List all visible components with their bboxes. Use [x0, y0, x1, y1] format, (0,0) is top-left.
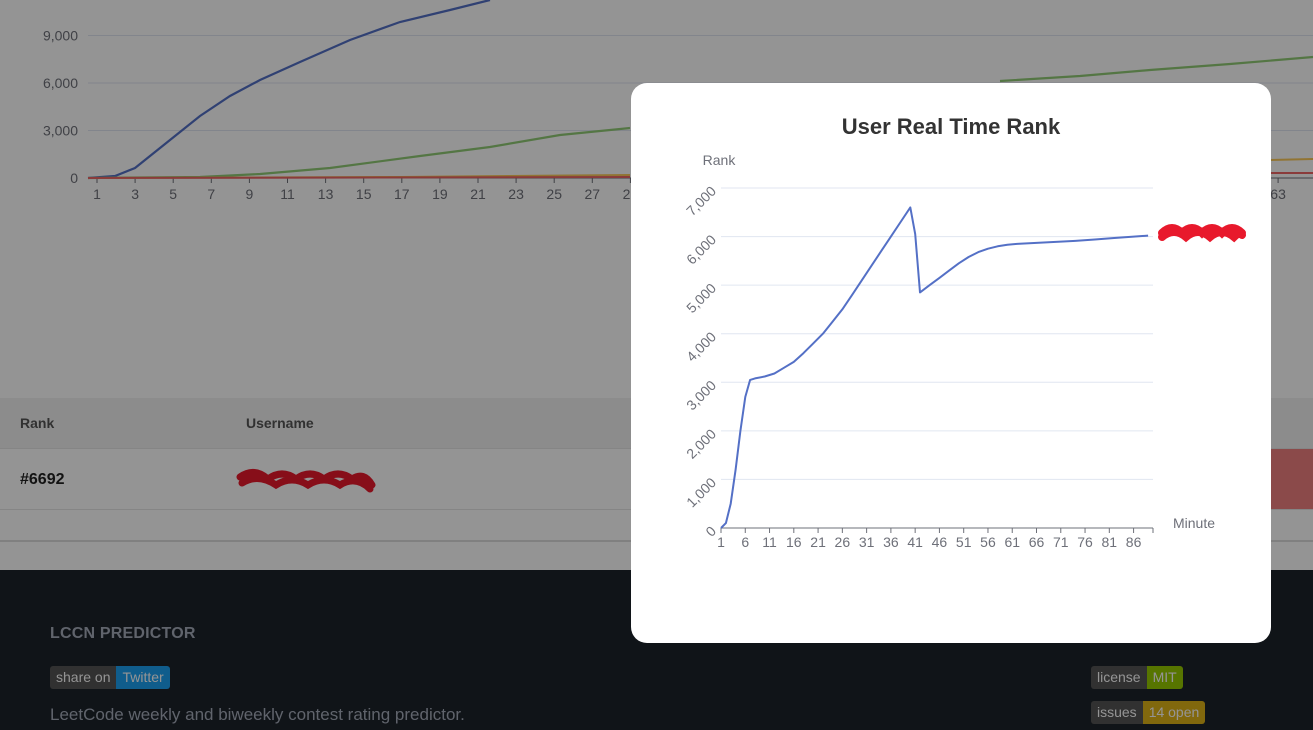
bg-x-tick-label: 9: [246, 186, 254, 202]
share-badge-value: Twitter: [116, 666, 170, 689]
y-axis-label: Rank: [703, 152, 737, 168]
license-badge-label: license: [1091, 666, 1147, 689]
x-tick-label: 51: [956, 534, 972, 550]
y-tick-label: 4,000: [683, 328, 719, 364]
x-tick-label: 36: [883, 534, 899, 550]
bg-x-tick-label: 27: [585, 186, 601, 202]
x-tick-label: 1: [717, 534, 725, 550]
rank-series-line: [720, 206, 1149, 529]
bg-x-tick-label: 63: [1270, 186, 1286, 202]
y-tick-label: 5,000: [683, 280, 719, 316]
x-tick-label: 31: [859, 534, 875, 550]
bg-x-tick-label: 7: [207, 186, 215, 202]
row-rank: #6692: [20, 471, 65, 488]
issues-badge-value: 14 open: [1142, 701, 1206, 724]
bg-y-tick-label: 0: [70, 170, 78, 186]
footer-description: LeetCode weekly and biweekly contest rat…: [50, 705, 465, 724]
bg-x-tick-label: 17: [394, 186, 410, 202]
x-tick-label: 81: [1102, 534, 1118, 550]
bg-x-tick-label: 23: [508, 186, 524, 202]
header-rank: Rank: [20, 415, 55, 431]
x-tick-label: 46: [932, 534, 948, 550]
x-tick-label: 86: [1126, 534, 1142, 550]
bg-x-tick-label: 21: [470, 186, 486, 202]
bg-series-line: [87, 55, 1313, 180]
rank-modal: User Real Time Rank 0 1,000 2,000 3,000 4,00…: [631, 83, 1271, 643]
bg-x-tick-label: 11: [280, 186, 295, 202]
x-tick-label: 56: [980, 534, 996, 550]
x-tick-label: 11: [762, 534, 777, 550]
bg-y-tick-label: 9,000: [43, 28, 78, 44]
x-tick-label: 16: [786, 534, 802, 550]
redaction-scribble: [236, 469, 376, 493]
header-username: Username: [246, 415, 314, 431]
row-delta-highlight: [1270, 449, 1313, 509]
y-tick-label: 6,000: [683, 231, 719, 267]
bg-x-tick-label: 1: [93, 186, 101, 202]
bg-x-tick-label: 3: [131, 186, 139, 202]
bg-series-line: [87, 0, 491, 180]
x-tick-label: 41: [907, 534, 923, 550]
bg-series-line: [87, 172, 1313, 179]
bg-x-tick-label: 19: [432, 186, 448, 202]
footer-title: LCCN PREDICTOR: [50, 625, 196, 642]
redaction-scribble-legend: [1158, 224, 1246, 243]
x-tick-label: 6: [741, 534, 749, 550]
x-tick-label: 71: [1053, 534, 1069, 550]
y-tick-label: 2,000: [683, 426, 719, 462]
bg-x-tick-label: 13: [318, 186, 334, 202]
bg-x-tick-label: 5: [169, 186, 177, 202]
chart-title: User Real Time Rank: [841, 114, 1061, 139]
y-tick-label: 7,000: [683, 183, 719, 219]
x-tick-label: 61: [1004, 534, 1020, 550]
x-tick-label: 26: [835, 534, 851, 550]
bg-y-tick-label: 6,000: [43, 75, 78, 91]
y-tick-label: 3,000: [683, 377, 719, 413]
license-badge-value: MIT: [1146, 666, 1183, 689]
x-tick-label: 21: [810, 534, 826, 550]
share-badge-label: share on: [50, 666, 117, 689]
x-tick-label: 76: [1077, 534, 1093, 550]
x-axis-label: Minute: [1173, 515, 1215, 531]
share-twitter-badge[interactable]: share on Twitter: [50, 666, 170, 689]
bg-y-tick-label: 3,000: [43, 123, 78, 139]
x-tick-label: 66: [1029, 534, 1045, 550]
bg-x-tick-label: 25: [546, 186, 562, 202]
license-badge[interactable]: license MIT: [1091, 666, 1183, 689]
issues-badge[interactable]: issues 14 open: [1091, 701, 1206, 724]
y-tick-label: 1,000: [683, 474, 719, 510]
bg-x-tick-label: 15: [356, 186, 372, 202]
issues-badge-label: issues: [1091, 701, 1143, 724]
